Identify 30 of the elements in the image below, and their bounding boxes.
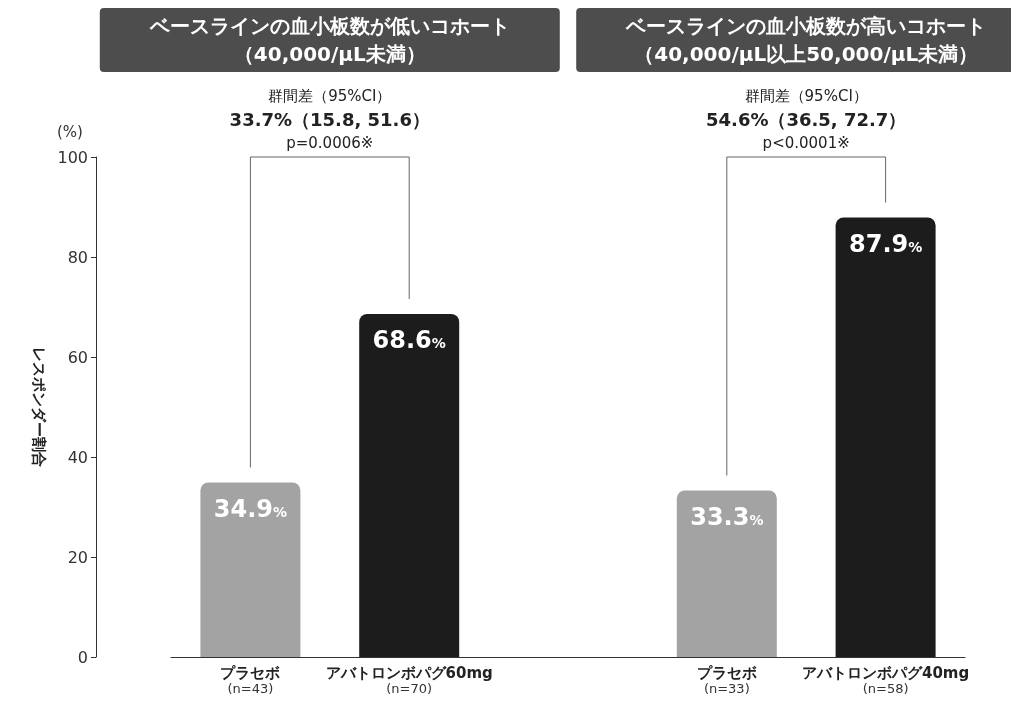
y-tick-label: 60 [67,347,88,367]
bar [676,490,777,657]
x-tick-label: アバトロンボパグ40mg (n=58) [801,663,970,696]
data-label: 33.3% [690,502,764,531]
data-label: 34.9% [213,494,288,523]
data-label: 68.6% [372,326,446,354]
text: 33.7%（15.8, 51.6） [229,108,430,130]
text: (%) [57,123,83,141]
text: 54.6%（36.5, 72.7） [706,108,907,130]
text: p=0.0006※ [286,134,374,152]
x-tick-label: プラセボ (n=33) [696,663,757,696]
text: （40,000/μL未満） [233,42,426,66]
text: 群間差（95%CI） [744,87,868,105]
text: （40,000/μL以上50,000/μL未満） [634,42,979,66]
x-tick-label: プラセボ (n=43) [220,663,281,696]
y-tick-label: 20 [67,547,88,567]
data-label: 87.9% [848,229,923,258]
y-tick-label: 80 [67,247,88,267]
text: ベースラインの血小板数が高いコホート [625,14,987,38]
text: 群間差（95%CI） [268,87,392,105]
bar [200,482,301,657]
bar [359,314,460,657]
text: ベースラインの血小板数が低いコホート [148,14,510,38]
y-tick-label: 0 [77,647,88,667]
x-tick-label: アバトロンボパグ60mg (n=70) [325,663,493,696]
bar [835,217,936,657]
y-tick-label: 100 [57,147,88,167]
text: p<0.0001※ [762,134,850,152]
y-axis-title: レスポンダー割合 [30,347,49,467]
y-tick-label: 40 [67,447,88,467]
